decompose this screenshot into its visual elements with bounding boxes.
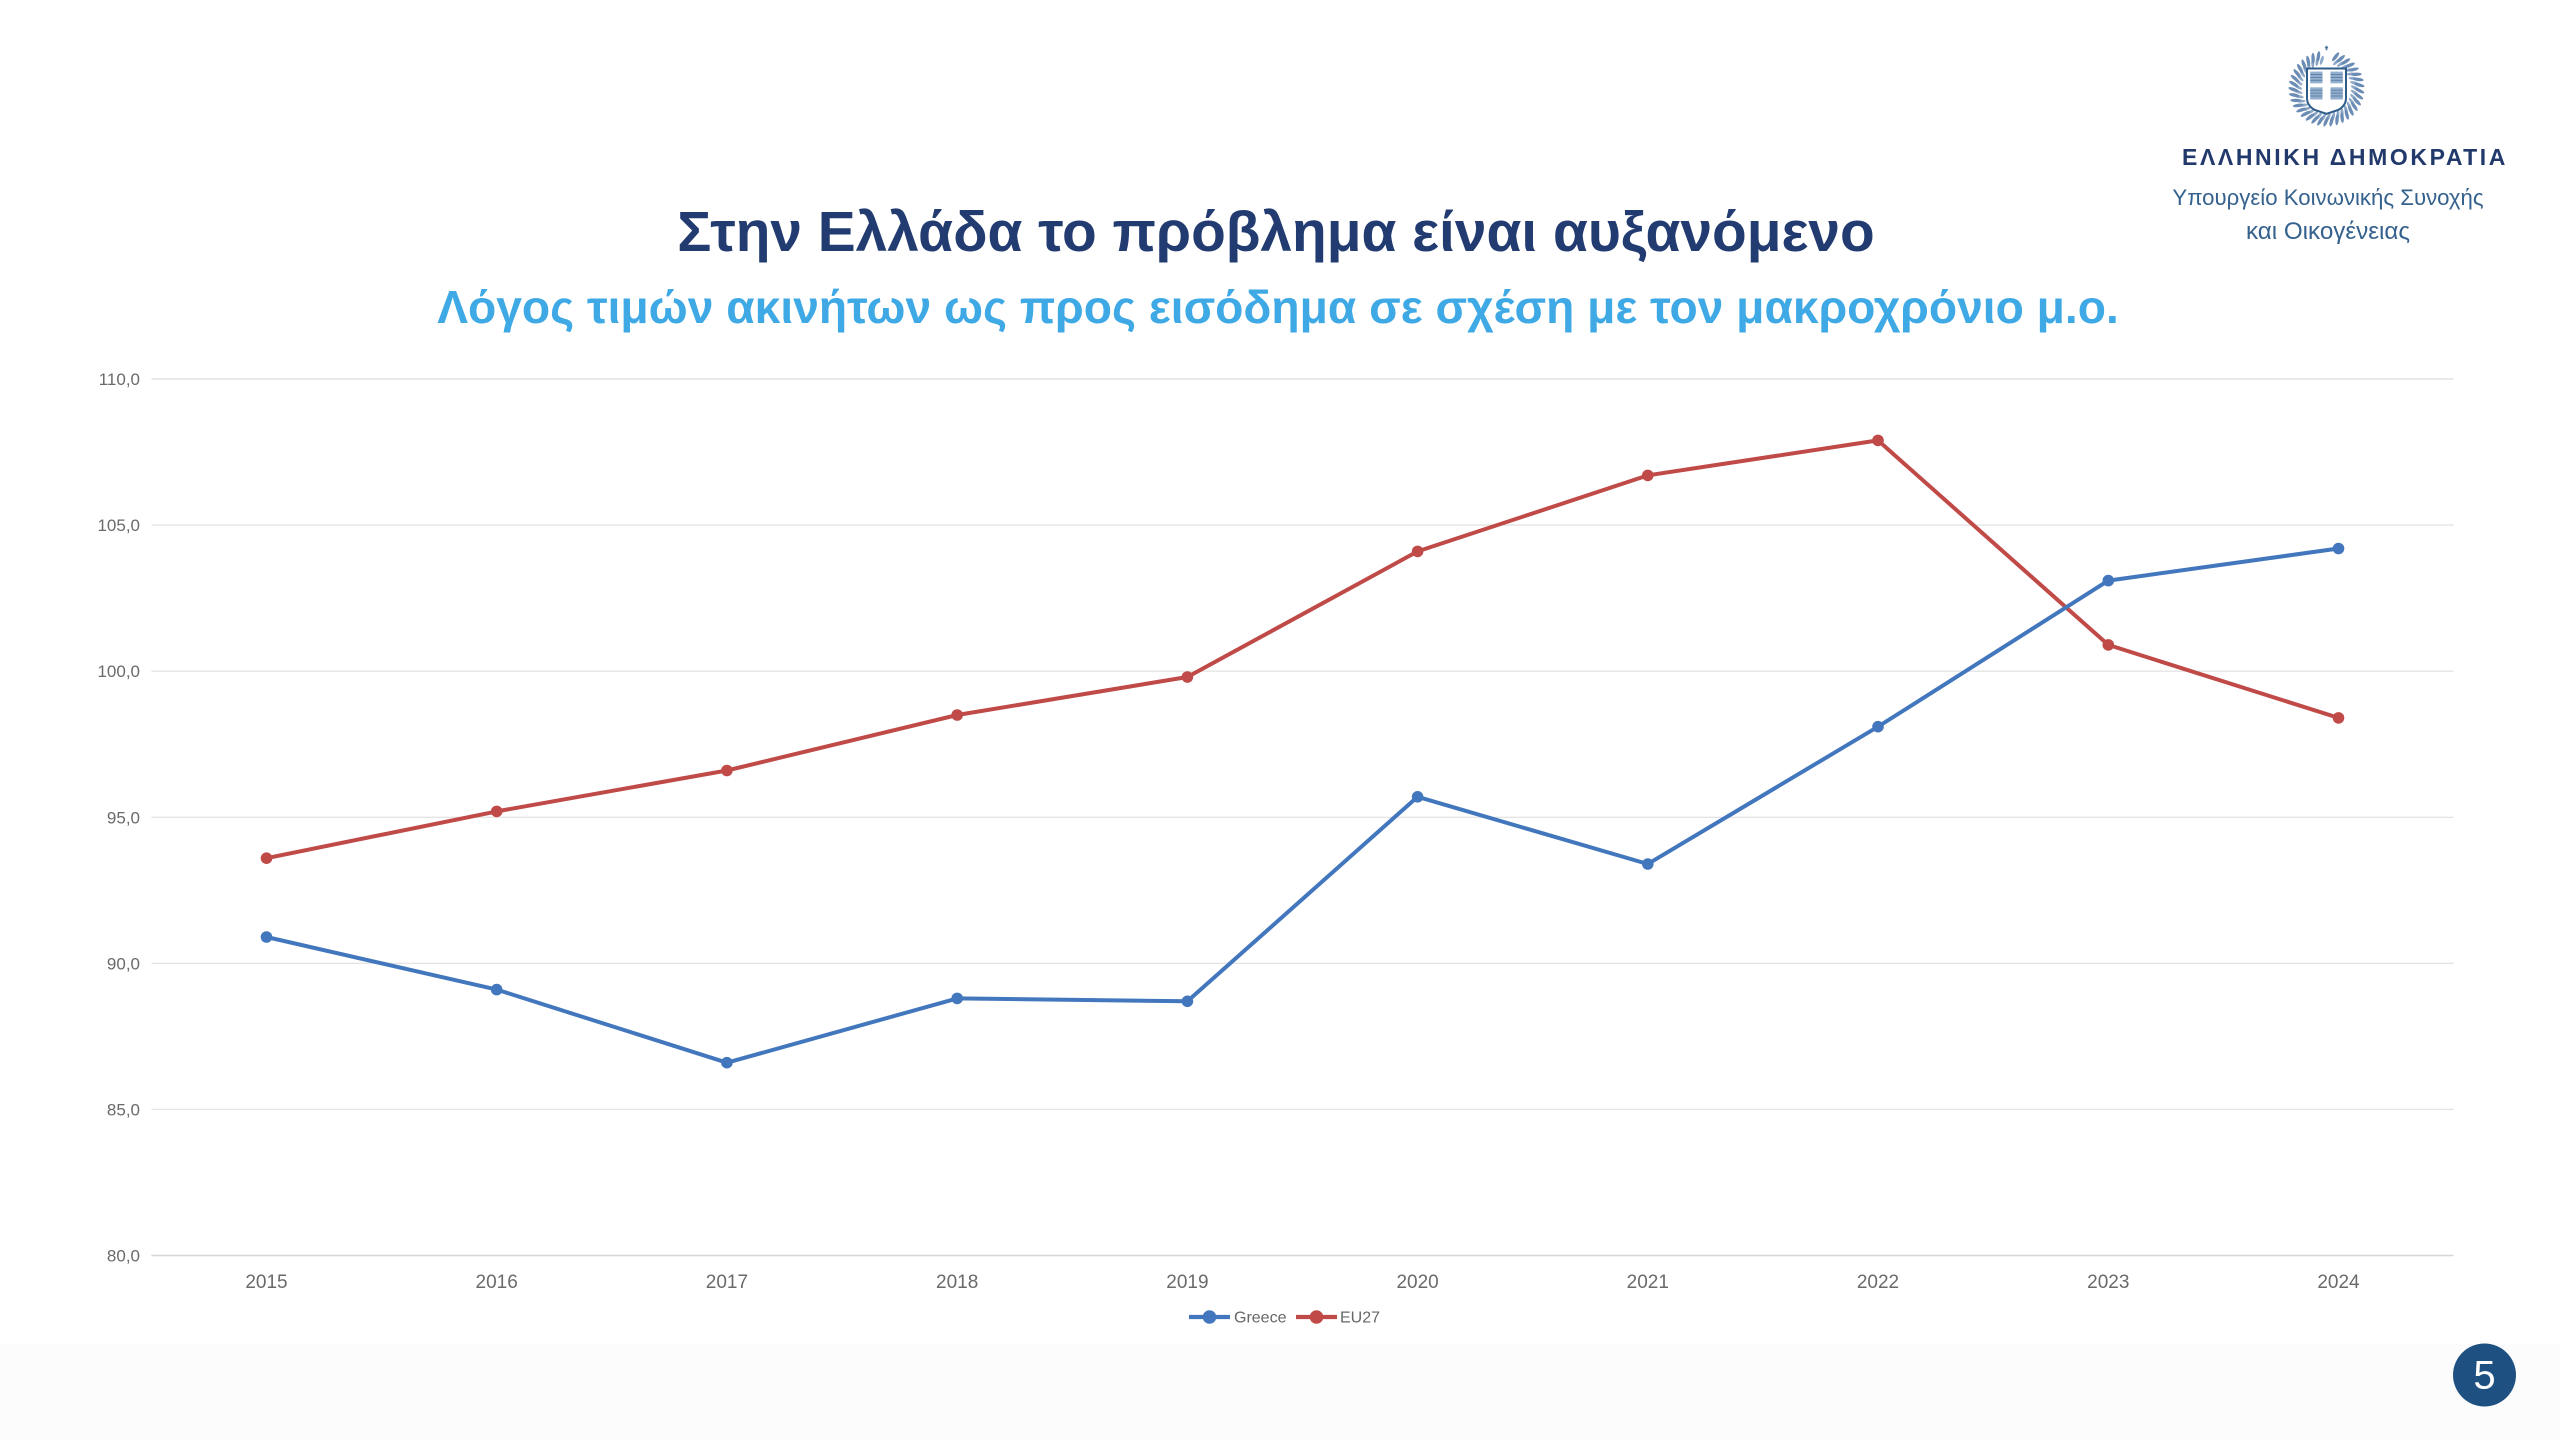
svg-text:2017: 2017	[706, 1272, 748, 1293]
svg-text:2022: 2022	[1857, 1272, 1899, 1293]
svg-text:Greece: Greece	[1234, 1310, 1287, 1327]
svg-text:Υπουργείο Κοινωνικής Συνοχής: Υπουργείο Κοινωνικής Συνοχής	[2172, 185, 2484, 210]
svg-text:90,0: 90,0	[107, 954, 140, 973]
svg-text:2015: 2015	[245, 1272, 287, 1293]
svg-text:110,0: 110,0	[99, 370, 140, 389]
svg-text:2020: 2020	[1396, 1272, 1438, 1293]
svg-text:2024: 2024	[2317, 1272, 2360, 1293]
svg-text:2019: 2019	[1166, 1272, 1208, 1293]
svg-text:και Οικογένειας: και Οικογένειας	[2246, 218, 2410, 245]
svg-text:ΕΛΛΗΝΙΚΗ ΔΗΜΟΚΡΑΤΙΑ: ΕΛΛΗΝΙΚΗ ΔΗΜΟΚΡΑΤΙΑ	[2182, 144, 2508, 170]
svg-text:105,0: 105,0	[97, 516, 140, 535]
svg-text:5: 5	[2473, 1354, 2495, 1398]
svg-text:2021: 2021	[1627, 1272, 1669, 1293]
svg-text:2016: 2016	[476, 1272, 518, 1293]
svg-text:80,0: 80,0	[107, 1247, 140, 1266]
svg-text:2018: 2018	[936, 1272, 978, 1293]
svg-text:95,0: 95,0	[107, 808, 140, 827]
svg-text:EU27: EU27	[1340, 1310, 1380, 1327]
svg-text:2023: 2023	[2087, 1272, 2129, 1293]
svg-text:85,0: 85,0	[107, 1100, 140, 1119]
svg-text:100,0: 100,0	[97, 662, 140, 681]
